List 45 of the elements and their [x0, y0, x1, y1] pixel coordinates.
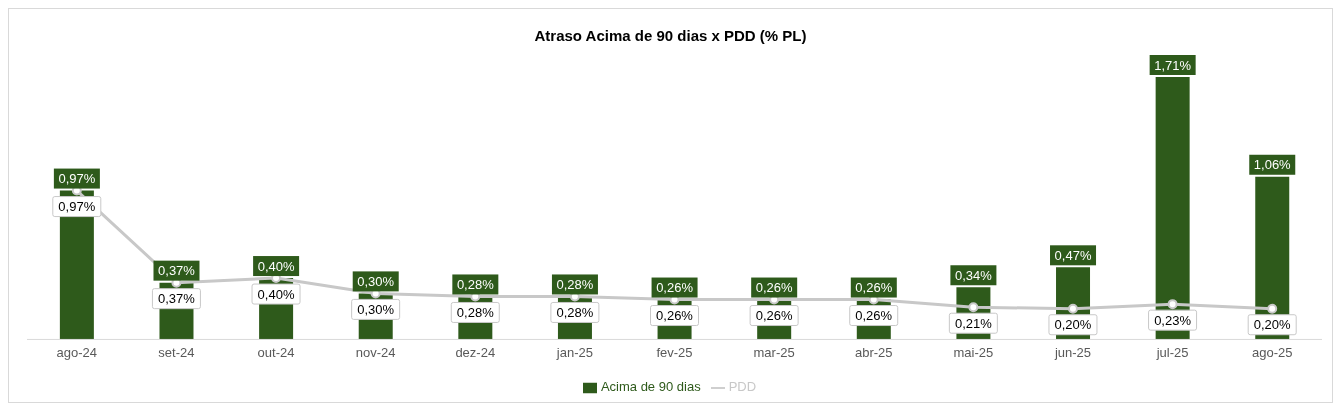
data-label: 0,34% [954, 267, 993, 283]
data-label: 0,97% [58, 171, 96, 187]
x-tick-label: abr-25 [854, 344, 893, 360]
data-label: 0,23% [1154, 312, 1192, 328]
point [1167, 299, 1178, 310]
point [1067, 303, 1078, 314]
x-tick-label: ago-25 [1251, 344, 1293, 360]
data-label: 0,40% [257, 258, 295, 274]
x-tick-label: out-24 [257, 344, 295, 360]
data-label: 0,30% [357, 301, 395, 317]
data-label: 1,06% [1253, 157, 1292, 173]
x-tick-label: ago-24 [56, 344, 98, 360]
data-label: 0,37% [158, 263, 196, 279]
legend-label: Acima de 90 dias [600, 379, 701, 395]
chart-title: Atraso Acima de 90 dias x PDD (% PL) [533, 26, 808, 46]
data-label: 0,21% [954, 315, 993, 331]
data-label: 0,20% [1253, 317, 1292, 333]
x-tick-label: jan-25 [555, 344, 593, 360]
data-label: 0,26% [855, 308, 893, 324]
data-label: 0,26% [656, 280, 694, 296]
x-tick-label: nov-24 [355, 344, 396, 360]
data-label: 0,40% [257, 286, 295, 302]
data-label: 0,26% [855, 280, 893, 296]
x-tick-label: jul-25 [1155, 344, 1189, 360]
data-label: 0,28% [556, 277, 594, 293]
x-tick-label: mai-25 [953, 344, 994, 360]
point [968, 302, 979, 313]
x-tick-label: fev-25 [656, 344, 693, 360]
data-label: 0,37% [157, 291, 196, 307]
x-tick-label: dez-24 [455, 344, 496, 360]
data-label: 0,28% [456, 277, 495, 293]
data-label: 0,20% [1054, 317, 1092, 333]
x-tick-label: jun-25 [1053, 344, 1092, 360]
data-label: 0,97% [58, 199, 96, 215]
x-tick-label: mar-25 [753, 344, 795, 360]
data-label: 0,47% [1054, 247, 1092, 263]
data-label: 1,71% [1154, 57, 1192, 73]
data-label: 0,28% [556, 305, 594, 321]
data-label: 0,26% [755, 280, 794, 296]
point [1267, 303, 1278, 314]
x-tick-label: set-24 [158, 344, 195, 360]
data-label: 0,26% [755, 308, 793, 324]
data-label: 0,26% [656, 308, 694, 324]
data-label: 0,28% [456, 305, 495, 321]
data-label: 0,30% [357, 273, 395, 289]
